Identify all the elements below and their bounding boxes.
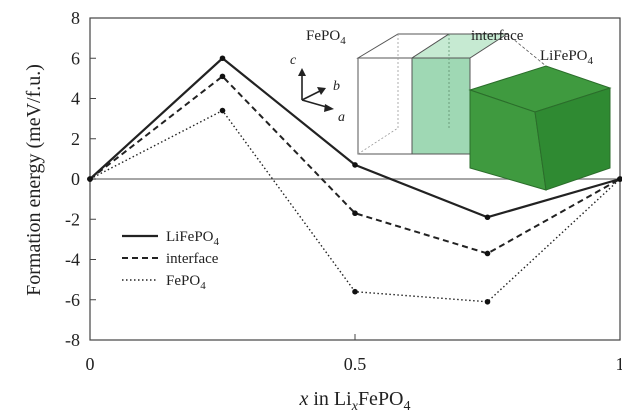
- fepo4-box-front: [357, 57, 413, 155]
- interface-slab-front: [411, 57, 471, 155]
- data-point: [484, 250, 491, 257]
- data-point: [484, 214, 491, 221]
- x-axis-title-sub-var: x: [351, 399, 359, 414]
- y-tick-label: -2: [65, 209, 80, 229]
- data-point: [87, 176, 93, 182]
- x-axis-title-pre: in Li: [308, 388, 352, 410]
- y-tick-group: 8 6 4 2 0 -2 -4 -6 -8: [65, 8, 96, 350]
- series-line-dashed: [89, 75, 621, 255]
- x-axis-title-post: FePO: [358, 388, 404, 410]
- data-point: [352, 288, 358, 295]
- x-tick-label: 0: [86, 354, 95, 374]
- inset-axis-c-arrow: [298, 68, 306, 76]
- y-tick-label: 4: [71, 89, 80, 109]
- legend: LiFePO4 interface FePO4: [122, 229, 220, 292]
- x-axis-title-sub: 4: [404, 399, 411, 414]
- inset-axis-a-arrow: [324, 104, 334, 112]
- data-point: [219, 55, 226, 62]
- series-layer: [87, 55, 622, 305]
- y-tick-label: -8: [65, 330, 80, 350]
- interface-to-lifepo4-edge: [506, 33, 547, 67]
- x-axis-title-var: x: [298, 388, 308, 410]
- x-tick-label: 1: [616, 354, 622, 374]
- inset-axis-b-label: b: [333, 79, 340, 94]
- inset-axis-b: [301, 89, 323, 101]
- data-point: [617, 176, 622, 182]
- y-tick-label: 6: [71, 48, 80, 68]
- y-tick-label: 0: [71, 169, 80, 189]
- x-tick-group: 0 0.5 1: [86, 334, 622, 374]
- data-point: [352, 162, 358, 168]
- inset-axis-c-label: c: [290, 53, 297, 68]
- lifepo4-box-side: [534, 87, 611, 191]
- inset-axis-b-arrow: [317, 87, 326, 95]
- data-point: [219, 73, 226, 80]
- y-tick-label: 8: [71, 8, 80, 28]
- x-axis-title: x in LixFePO4: [298, 388, 410, 414]
- inset-label-interface: interface: [471, 28, 524, 44]
- y-tick-label: -6: [65, 290, 80, 310]
- x-tick-label: 0.5: [344, 354, 367, 374]
- y-axis-title: Formation energy (meV/f.u.): [23, 64, 45, 296]
- data-point: [352, 210, 358, 217]
- y-tick-label: 2: [71, 129, 80, 149]
- structure-inset: FePO4 interface LiFePO4 c b a: [290, 28, 612, 191]
- inset-label-lifepo4: LiFePO4: [540, 48, 594, 67]
- data-point: [219, 107, 226, 114]
- legend-label: LiFePO4: [166, 229, 220, 248]
- legend-label: interface: [166, 251, 219, 267]
- y-tick-label: -4: [65, 250, 80, 270]
- data-point: [484, 298, 491, 305]
- inset-axis-a-label: a: [338, 110, 345, 125]
- legend-label: FePO4: [166, 273, 206, 292]
- inset-label-fepo4: FePO4: [306, 28, 346, 47]
